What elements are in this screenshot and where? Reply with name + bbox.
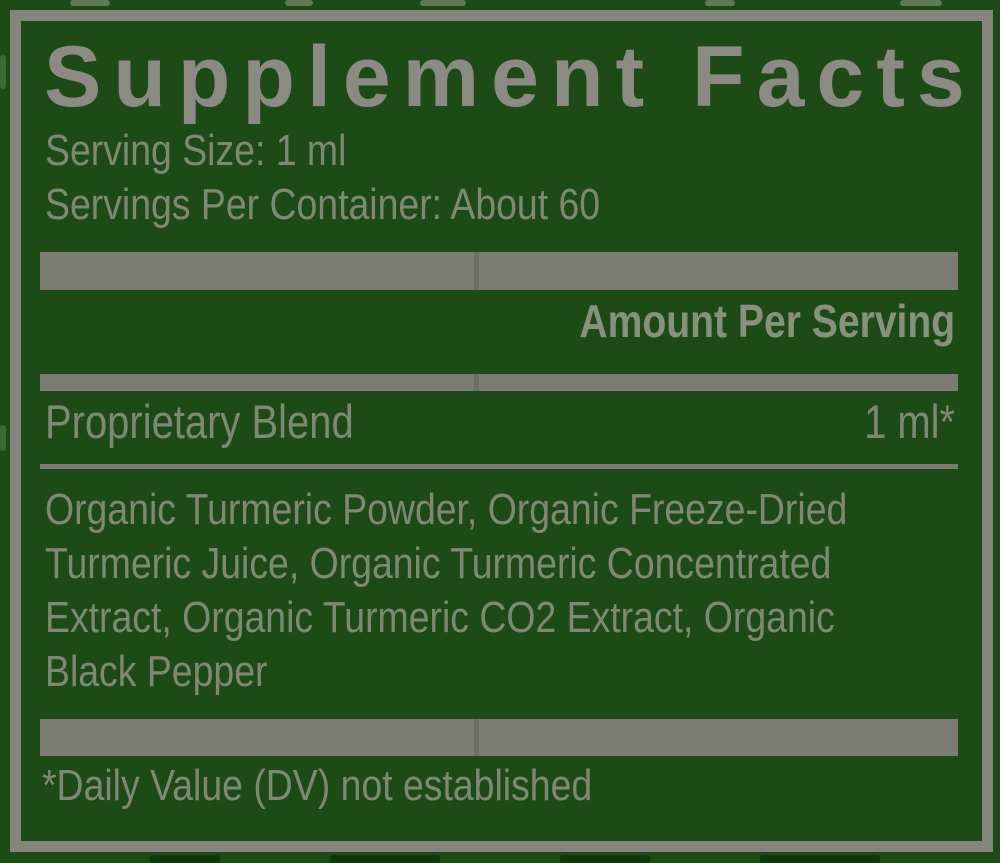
- ingredients-line: Extract, Organic Turmeric CO2 Extract, O…: [45, 593, 835, 642]
- thin-rule: [40, 464, 958, 469]
- ingredients-text: Organic Turmeric Powder, Organic Freeze-…: [45, 483, 989, 699]
- print-artifact: [420, 0, 466, 6]
- servings-per-container-text: Servings Per Container: About 60: [45, 183, 698, 227]
- print-artifact: [0, 425, 6, 451]
- print-artifact: [330, 855, 440, 863]
- print-artifact: [560, 855, 650, 863]
- ingredients-line: Organic Turmeric Powder, Organic Freeze-…: [45, 485, 848, 534]
- separator-bar-top: [40, 252, 958, 290]
- column-divider: [474, 719, 479, 756]
- servings-per-container-value: Servings Per Container: About 60: [45, 180, 601, 229]
- print-artifact: [150, 855, 220, 863]
- label-border-frame: [10, 10, 993, 852]
- print-artifact: [900, 0, 942, 6]
- column-divider: [474, 252, 479, 290]
- separator-bar-middle: [40, 374, 958, 391]
- separator-bar-bottom: [40, 719, 958, 756]
- proprietary-blend-row: Proprietary Blend 1 ml*: [45, 398, 955, 445]
- amount-per-serving-header: Amount Per Serving: [579, 295, 955, 347]
- print-artifact: [705, 0, 735, 6]
- ingredients-line: Black Pepper: [45, 647, 268, 696]
- print-artifact: [285, 0, 313, 6]
- print-artifact: [70, 0, 110, 6]
- serving-size-text: Serving Size: 1 ml: [45, 129, 400, 173]
- daily-value-footnote: *Daily Value (DV) not established: [42, 761, 593, 810]
- print-artifact: [760, 855, 880, 863]
- proprietary-blend-name: Proprietary Blend: [45, 395, 354, 448]
- column-divider: [474, 374, 479, 391]
- print-artifact: [0, 55, 6, 89]
- serving-size-value: Serving Size: 1 ml: [45, 126, 347, 175]
- proprietary-blend-amount: 1 ml*: [863, 395, 955, 448]
- label-title: Supplement Facts: [44, 29, 977, 125]
- ingredients-line: Turmeric Juice, Organic Turmeric Concent…: [45, 539, 832, 588]
